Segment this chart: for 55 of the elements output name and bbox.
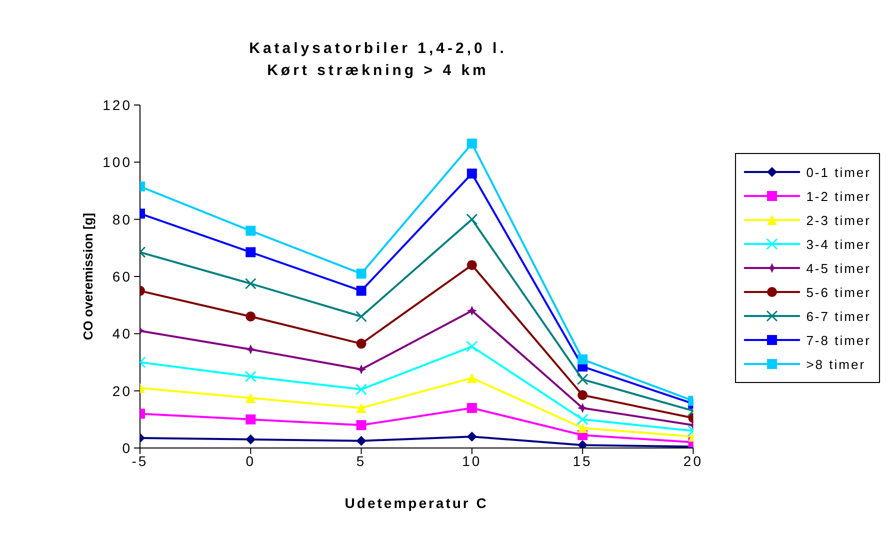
chart-title: Katalysatorbiler 1,4-2,0 l. [248,39,508,59]
point [466,402,477,413]
legend-label: 3-4 timer [806,236,871,252]
point [576,374,588,386]
point [356,436,366,446]
x-tick-label: 20 [683,452,703,469]
point [466,340,478,352]
point [356,338,366,349]
point [246,392,256,403]
legend-label: 5-6 timer [806,284,871,300]
point [466,214,478,226]
point [466,168,477,179]
y-tick-label: 80 [112,211,132,228]
legend-label: 6-7 timer [806,308,871,324]
legend-label: 4-5 timer [806,260,871,276]
y-axis-title: CO overemission [g] [80,212,96,340]
y-tick-label: 0 [122,440,132,456]
x-tick-label: 0 [246,452,256,469]
point [356,364,366,374]
point [356,310,368,322]
point [356,268,366,279]
point [466,432,477,442]
y-tick-label: 120 [102,96,132,113]
point [244,278,256,290]
point [466,372,477,383]
chart-subtitle: Kørt strækning > 4 km [266,61,490,81]
legend-label: 2-3 timer [806,212,871,228]
point [246,226,256,236]
point [466,306,477,316]
y-tick-label: 20 [112,382,132,399]
point [356,384,368,396]
point [246,312,256,322]
x-axis-title: Udetemperatur C [344,495,488,511]
point [356,420,366,430]
point [356,402,366,413]
legend-label: 7-8 timer [806,332,871,348]
y-tick-label: 40 [112,326,132,342]
y-tick-label: 100 [102,154,132,170]
point [246,344,256,354]
legend-label: 0-1 timer [806,164,871,180]
y-tick-label: 60 [112,268,132,284]
point [466,260,477,270]
x-tick-label: -5 [132,452,148,469]
point [356,286,366,296]
x-tick-label: 10 [462,452,482,469]
x-tick-label: 15 [572,452,592,469]
point [246,414,256,424]
legend-label: >8 timer [806,356,866,372]
point [466,138,477,149]
legend-label: 1-2 timer [806,188,871,204]
point [244,370,256,382]
point [576,414,588,426]
x-tick-label: 5 [356,452,366,469]
point [246,434,256,444]
point [246,247,256,258]
